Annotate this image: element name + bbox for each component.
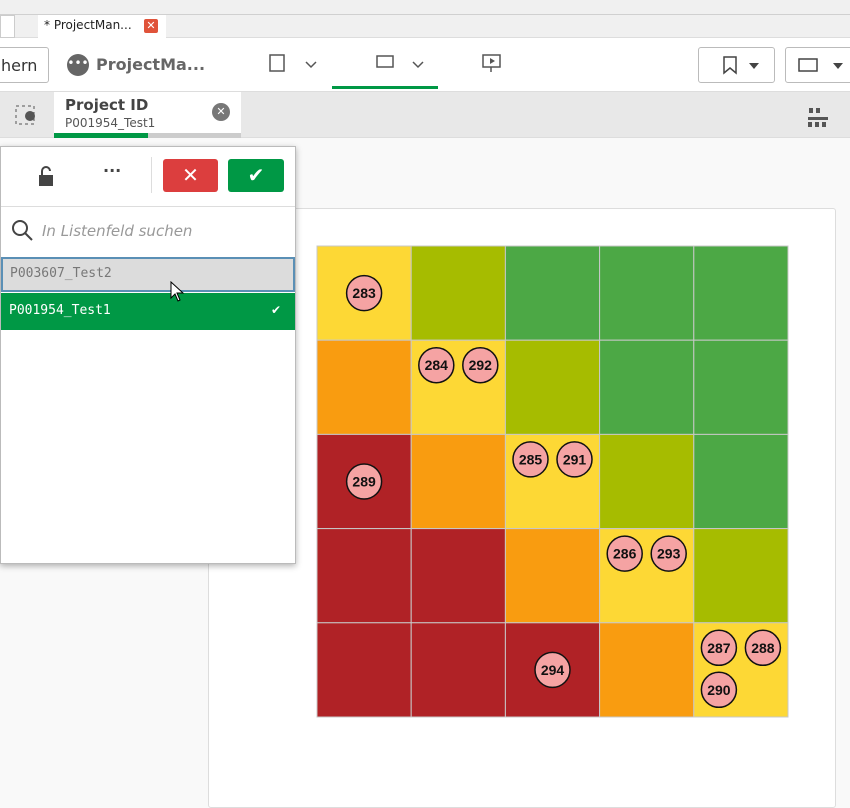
project-marker — [744, 629, 782, 667]
sheet-icon[interactable] — [376, 55, 394, 68]
search-icon — [12, 220, 33, 241]
data-icon[interactable] — [269, 54, 285, 72]
project-label: 289 — [352, 474, 376, 490]
project-label: 291 — [563, 451, 587, 467]
matrix-cell — [410, 245, 506, 341]
field-value: P001954_Test1 — [65, 116, 156, 130]
project-label: 287 — [707, 640, 731, 656]
matrix-cell — [316, 339, 412, 435]
chevron[interactable] — [305, 61, 317, 69]
matrix-cell — [599, 245, 695, 341]
project-label: 286 — [613, 546, 637, 562]
matrix-cell — [410, 528, 506, 624]
search-placeholder[interactable]: In Listenfeld suchen — [42, 222, 193, 240]
selection-chip[interactable]: Project ID P001954_Test1 ✕ — [54, 92, 241, 138]
project-marker — [700, 671, 738, 709]
project-label: 292 — [469, 357, 493, 373]
project-marker — [700, 629, 738, 667]
cancel-button[interactable]: ✕ — [163, 159, 218, 192]
matrix-cell — [693, 528, 789, 624]
excluded-bar — [148, 133, 241, 138]
project-marker — [462, 346, 499, 384]
matrix-cell — [693, 339, 789, 435]
project-label: 294 — [541, 662, 565, 678]
sheet-icon — [798, 58, 843, 72]
check-mark: ✔ — [271, 303, 282, 317]
more-button[interactable]: ··· — [103, 161, 122, 180]
project-label: 283 — [352, 285, 376, 301]
tab-strip: * ProjectMan... ✕ — [0, 0, 850, 38]
matrix-cell — [504, 245, 601, 341]
item-label: P003607_Test2 — [10, 266, 112, 281]
selection-bar: Project ID P001954_Test1 ✕ — [0, 92, 850, 138]
app-name: ProjectMa... — [96, 55, 206, 74]
project-marker — [345, 274, 383, 312]
toolbar-icons — [269, 54, 438, 89]
tab[interactable]: * ProjectMan... ✕ — [38, 15, 166, 38]
project-label: 290 — [707, 682, 731, 698]
story-icon[interactable] — [480, 52, 504, 76]
divider — [1, 206, 295, 207]
project-marker — [512, 441, 549, 478]
matrix-cell — [693, 245, 789, 341]
matrix-cell — [410, 433, 506, 530]
matrix-cell — [316, 622, 412, 718]
tab[interactable] — [0, 15, 15, 38]
app-icon: ••• — [67, 54, 89, 76]
matrix-cell — [504, 339, 601, 435]
clear-selections-icon[interactable] — [14, 104, 38, 128]
tab-line — [0, 14, 850, 15]
item-label: P001954_Test1 — [9, 303, 111, 318]
matrix-cell — [410, 622, 506, 718]
toolbar: hern ••• ProjectMa... — [0, 38, 850, 92]
listbox-popup: ··· ✕ ✔ In Listenfeld suchen P003607_Tes… — [0, 146, 296, 564]
matrix-cell — [599, 339, 695, 435]
lock-icon[interactable] — [35, 165, 59, 189]
matrix-cell — [504, 528, 601, 624]
project-marker — [534, 651, 571, 689]
active-indicator — [332, 86, 438, 89]
project-marker — [650, 535, 687, 572]
selected-bar — [54, 133, 148, 138]
save-button[interactable]: hern — [0, 47, 49, 83]
project-marker — [345, 463, 383, 500]
project-marker — [556, 441, 593, 478]
project-label: 293 — [657, 546, 681, 562]
project-label: 285 — [519, 451, 543, 467]
field-name: Project ID — [65, 96, 149, 114]
chevron[interactable] — [412, 61, 424, 69]
project-marker — [606, 535, 643, 572]
tab-title: * ProjectMan... — [44, 18, 132, 32]
save-label: hern — [1, 56, 38, 75]
confirm-button[interactable]: ✔ — [228, 159, 284, 192]
close-tab[interactable]: ✕ — [144, 19, 158, 33]
project-label: 284 — [425, 357, 449, 373]
project-label: 288 — [751, 640, 775, 656]
sheet-button[interactable] — [785, 47, 850, 83]
matrix-cell — [599, 433, 695, 530]
mouse-cursor — [170, 281, 185, 302]
selection-tool-icon[interactable] — [806, 105, 830, 129]
matrix-cell — [693, 433, 789, 530]
list-item[interactable]: P003607_Test2 — [1, 257, 295, 292]
matrix-cell — [599, 622, 695, 718]
project-marker — [418, 346, 455, 384]
clear-field[interactable]: ✕ — [212, 103, 230, 121]
list-item-selected[interactable]: P001954_Test1 ✔ — [1, 293, 295, 330]
matrix-cell — [316, 528, 412, 624]
bookmark-button[interactable] — [698, 47, 775, 83]
separator — [151, 157, 152, 193]
bookmark-icon — [723, 56, 759, 75]
